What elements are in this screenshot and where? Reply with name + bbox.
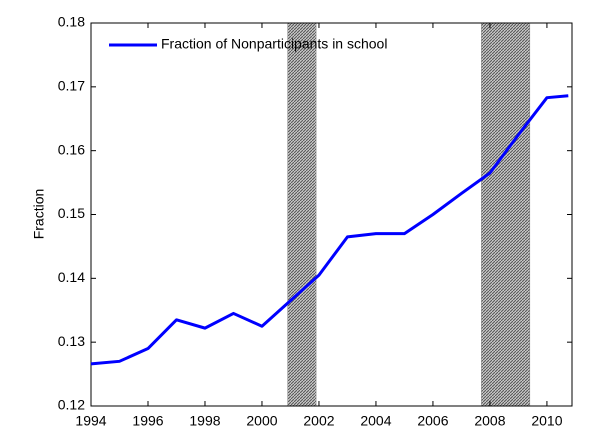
x-tick-label: 2010 <box>531 413 562 429</box>
shaded-region <box>481 22 531 407</box>
x-tick-label: 1996 <box>132 413 163 429</box>
x-tick-label: 1998 <box>189 413 220 429</box>
x-tick-label: 2002 <box>303 413 334 429</box>
data-line <box>90 94 569 366</box>
shaded-region <box>287 22 317 407</box>
y-tick-label: 0.16 <box>58 141 85 157</box>
x-tick-label: 1994 <box>75 413 106 429</box>
plot-frame <box>90 22 573 407</box>
y-tick-label: 0.18 <box>58 14 85 30</box>
y-tick-label: 0.14 <box>58 269 85 285</box>
x-tick-label: 2000 <box>246 413 277 429</box>
y-tick-label: 0.13 <box>58 333 85 349</box>
legend-label: Fraction of Nonparticipants in school <box>161 36 387 52</box>
x-tick-label: 2008 <box>474 413 505 429</box>
y-axis-label: Fraction <box>31 189 47 240</box>
x-tick-label: 2004 <box>360 413 391 429</box>
y-tick-label: 0.17 <box>58 78 85 94</box>
y-tick-label: 0.15 <box>58 205 85 221</box>
y-tick-label: 0.12 <box>58 397 85 413</box>
x-tick-label: 2006 <box>417 413 448 429</box>
